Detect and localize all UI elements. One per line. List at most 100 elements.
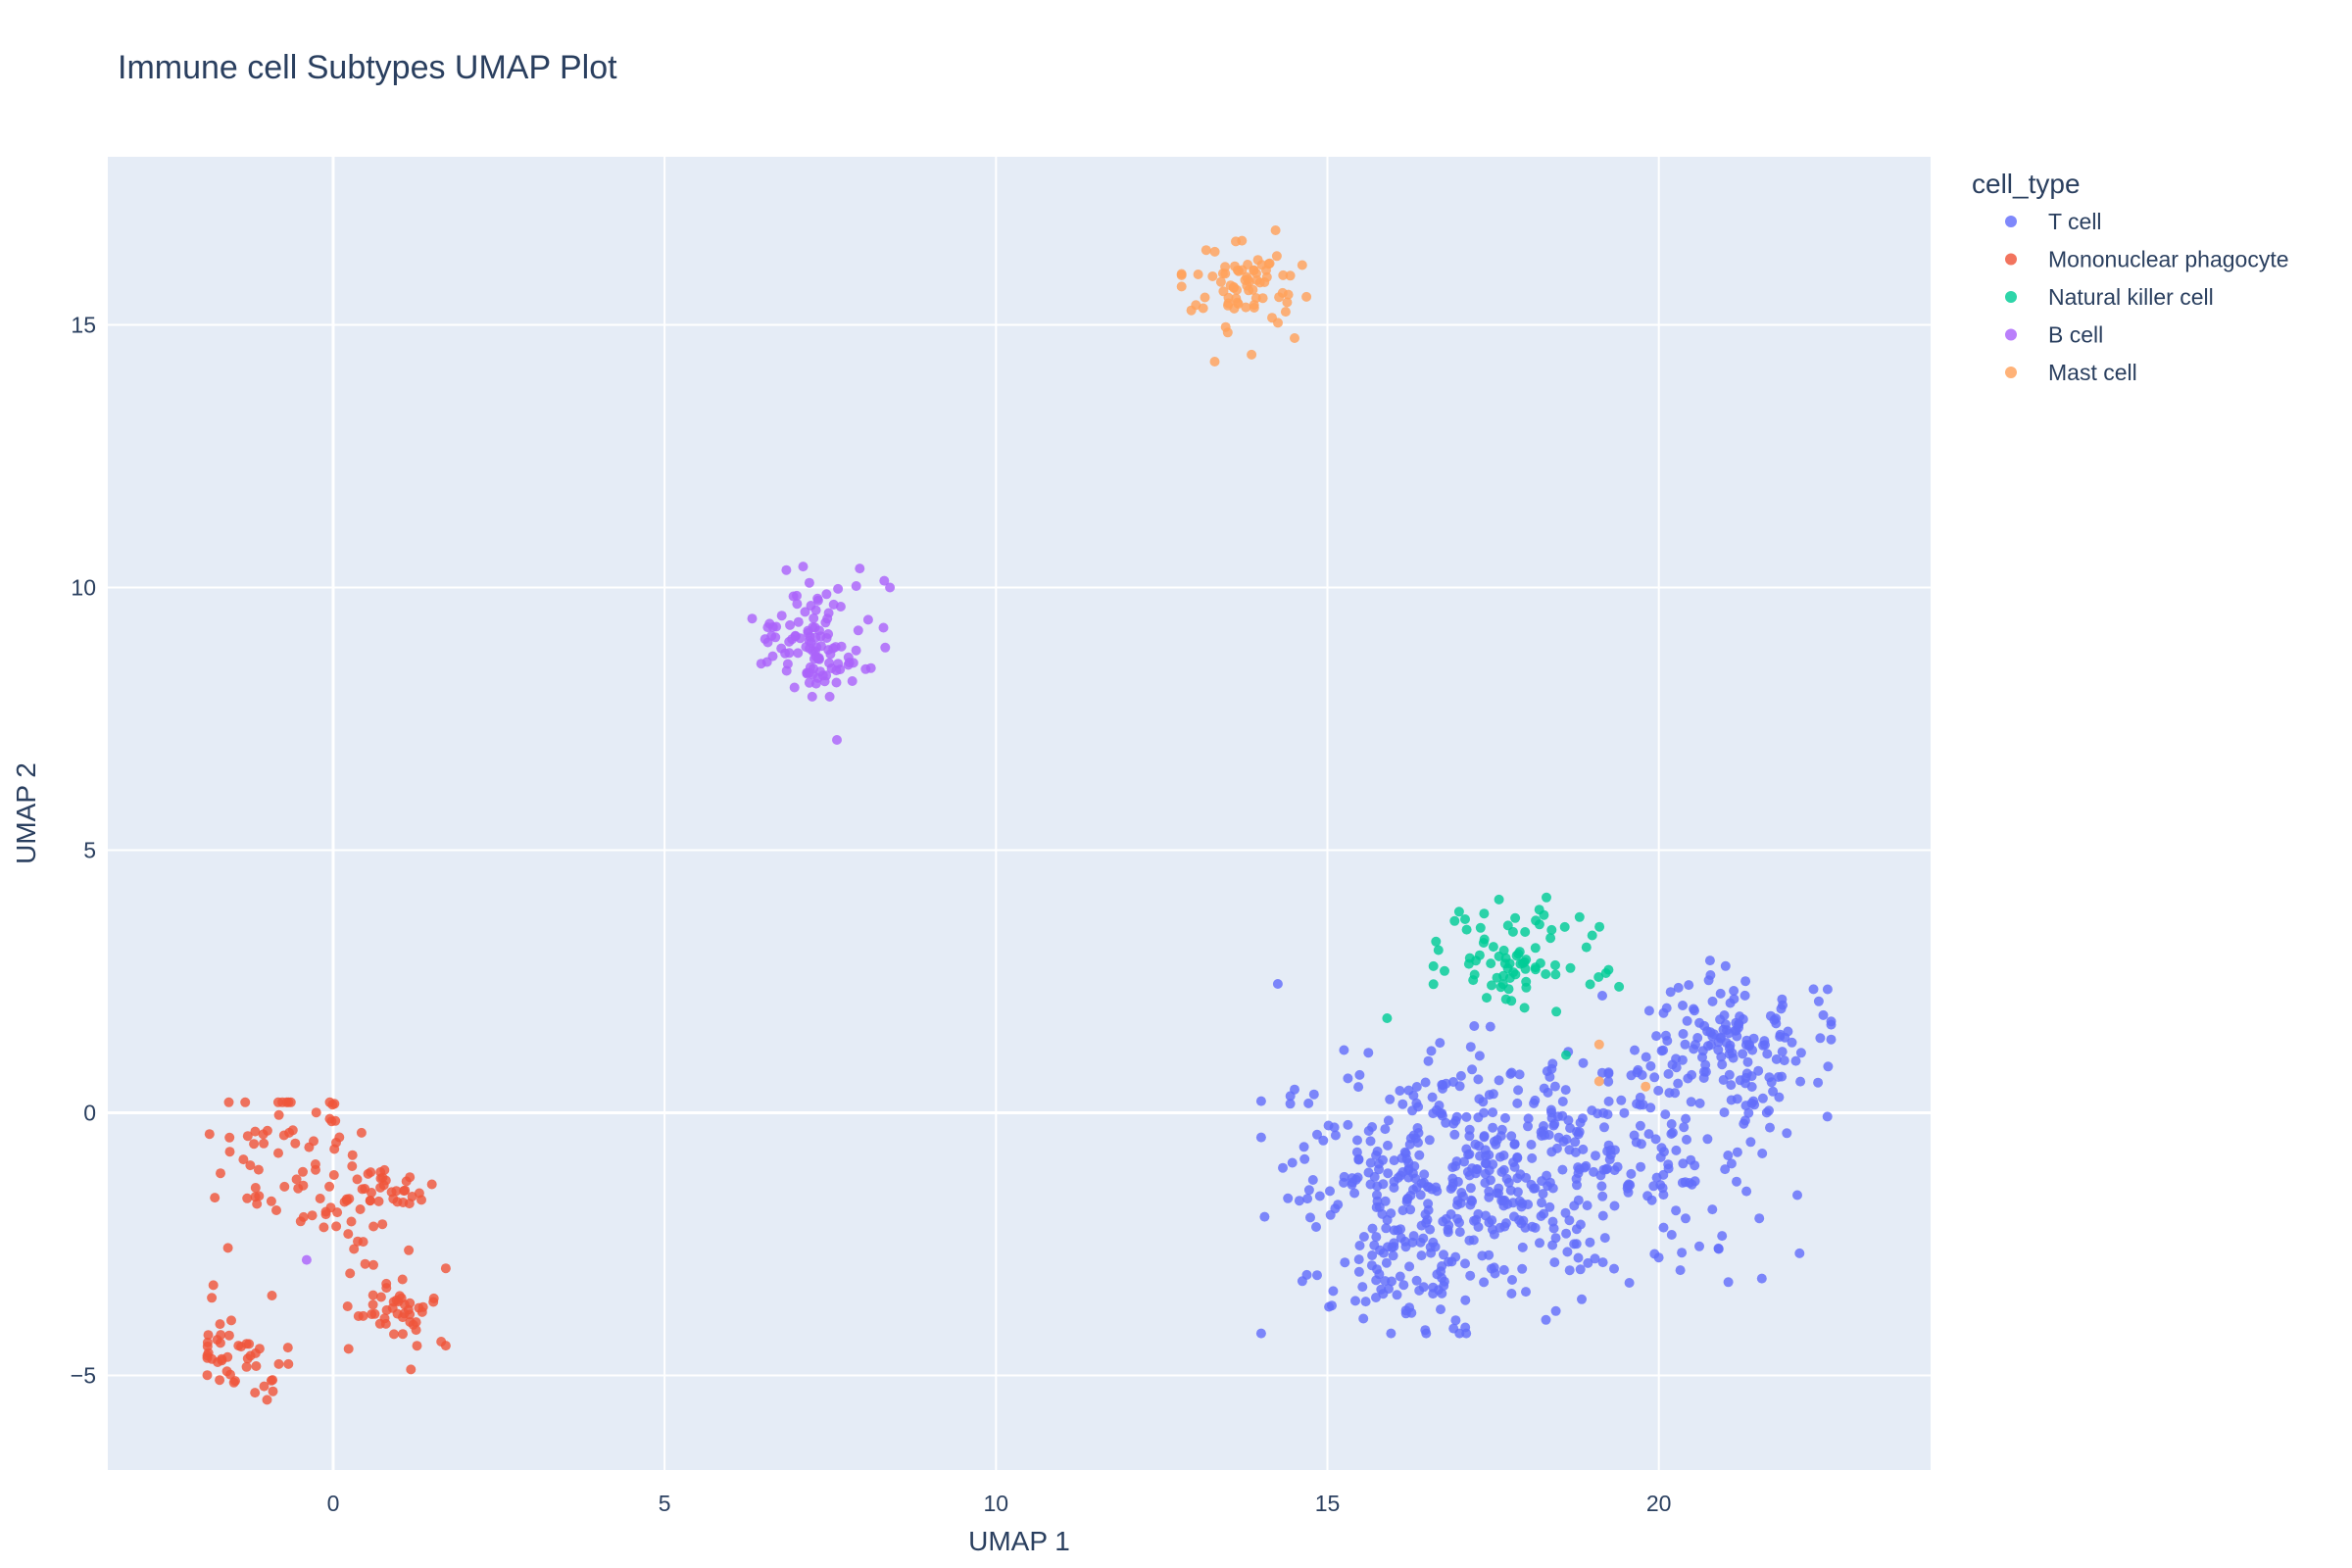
data-point: [865, 662, 876, 673]
data-point: [1419, 1169, 1430, 1180]
data-point: [1653, 1085, 1664, 1096]
data-point: [1418, 1282, 1429, 1293]
data-point: [1512, 1187, 1523, 1198]
data-point: [1581, 942, 1592, 953]
data-point: [368, 1290, 378, 1300]
data-point: [367, 1188, 376, 1198]
data-point: [1559, 921, 1570, 932]
data-point: [1470, 1139, 1481, 1150]
data-point: [1631, 1137, 1642, 1148]
data-point: [1473, 1074, 1484, 1085]
data-point: [1380, 1124, 1391, 1135]
data-point: [1512, 1098, 1523, 1108]
data-point: [1534, 905, 1544, 915]
data-point: [1503, 984, 1514, 995]
data-point: [1479, 1107, 1490, 1118]
data-point: [1822, 1111, 1833, 1122]
data-point: [1460, 1295, 1471, 1305]
data-point: [809, 622, 820, 633]
data-point: [1645, 1060, 1656, 1071]
data-point: [282, 1343, 293, 1353]
data-point: [1397, 1205, 1408, 1216]
data-point: [798, 562, 808, 572]
data-point: [1593, 1076, 1604, 1087]
data-point: [1678, 1029, 1689, 1039]
data-point: [1520, 1222, 1531, 1233]
y-tick-label: 15: [71, 313, 96, 338]
data-point: [1381, 1257, 1392, 1268]
data-point: [1527, 1152, 1538, 1163]
data-point: [1746, 1082, 1757, 1092]
data-point: [1650, 1134, 1661, 1145]
data-point: [1333, 1200, 1344, 1210]
data-point: [879, 575, 890, 586]
data-point: [357, 1184, 368, 1195]
data-point: [1499, 1221, 1510, 1232]
data-point: [228, 1377, 239, 1388]
legend-label: Natural killer cell: [2048, 284, 2214, 310]
data-point: [1353, 1254, 1364, 1265]
data-point: [1544, 1071, 1555, 1082]
data-point: [1573, 1195, 1584, 1205]
data-point: [1732, 1147, 1742, 1157]
data-point: [1465, 1270, 1476, 1281]
data-point: [1521, 976, 1532, 987]
data-point: [1223, 298, 1234, 309]
data-point: [785, 619, 796, 630]
data-point: [1308, 1089, 1319, 1100]
data-point: [1350, 1296, 1360, 1306]
data-point: [1420, 1209, 1431, 1220]
data-point: [1504, 958, 1515, 969]
legend-marker: [2005, 253, 2017, 266]
data-point: [1794, 1248, 1805, 1258]
data-point: [1396, 1152, 1407, 1163]
data-point: [1726, 1158, 1737, 1169]
data-point: [379, 1164, 390, 1175]
data-point: [1343, 1073, 1353, 1084]
data-point: [1593, 1039, 1604, 1050]
data-point: [1577, 1294, 1587, 1304]
x-tick-label: 10: [984, 1491, 1009, 1516]
data-point: [1741, 1186, 1752, 1197]
data-point: [1550, 1233, 1561, 1244]
data-point: [1689, 1004, 1699, 1014]
data-point: [1724, 1043, 1735, 1054]
data-point: [1478, 938, 1489, 948]
data-point: [1244, 285, 1254, 296]
data-point: [320, 1206, 331, 1217]
data-point: [1713, 1243, 1724, 1253]
data-point: [1237, 235, 1248, 246]
data-point: [1732, 1176, 1741, 1187]
data-point: [1583, 1257, 1593, 1268]
data-point: [1351, 1147, 1362, 1157]
data-point: [1514, 1069, 1525, 1080]
data-point: [1589, 1166, 1599, 1177]
data-point: [821, 589, 832, 600]
data-point: [1382, 1013, 1393, 1023]
data-point: [358, 1237, 368, 1248]
data-point: [1530, 1095, 1541, 1105]
data-point: [1641, 1081, 1651, 1092]
data-point: [1302, 1194, 1313, 1204]
data-point: [1358, 1313, 1369, 1324]
data-point: [1521, 955, 1532, 965]
data-point: [1561, 1050, 1571, 1060]
data-point: [1389, 1176, 1399, 1187]
data-point: [1386, 1328, 1396, 1339]
data-point: [367, 1309, 377, 1319]
data-point: [1405, 1204, 1416, 1215]
data-point: [388, 1297, 399, 1307]
data-point: [792, 599, 803, 610]
y-tick-label: 0: [83, 1101, 96, 1126]
data-point: [1200, 245, 1211, 256]
data-point: [1705, 1027, 1716, 1038]
data-point: [851, 581, 861, 591]
data-point: [392, 1197, 403, 1207]
data-point: [808, 612, 819, 623]
data-point: [1285, 1099, 1296, 1109]
data-point: [1818, 1009, 1829, 1020]
data-point: [1717, 1059, 1728, 1070]
data-point: [1808, 984, 1819, 995]
data-point: [1376, 1284, 1387, 1295]
data-point: [1484, 1217, 1494, 1228]
